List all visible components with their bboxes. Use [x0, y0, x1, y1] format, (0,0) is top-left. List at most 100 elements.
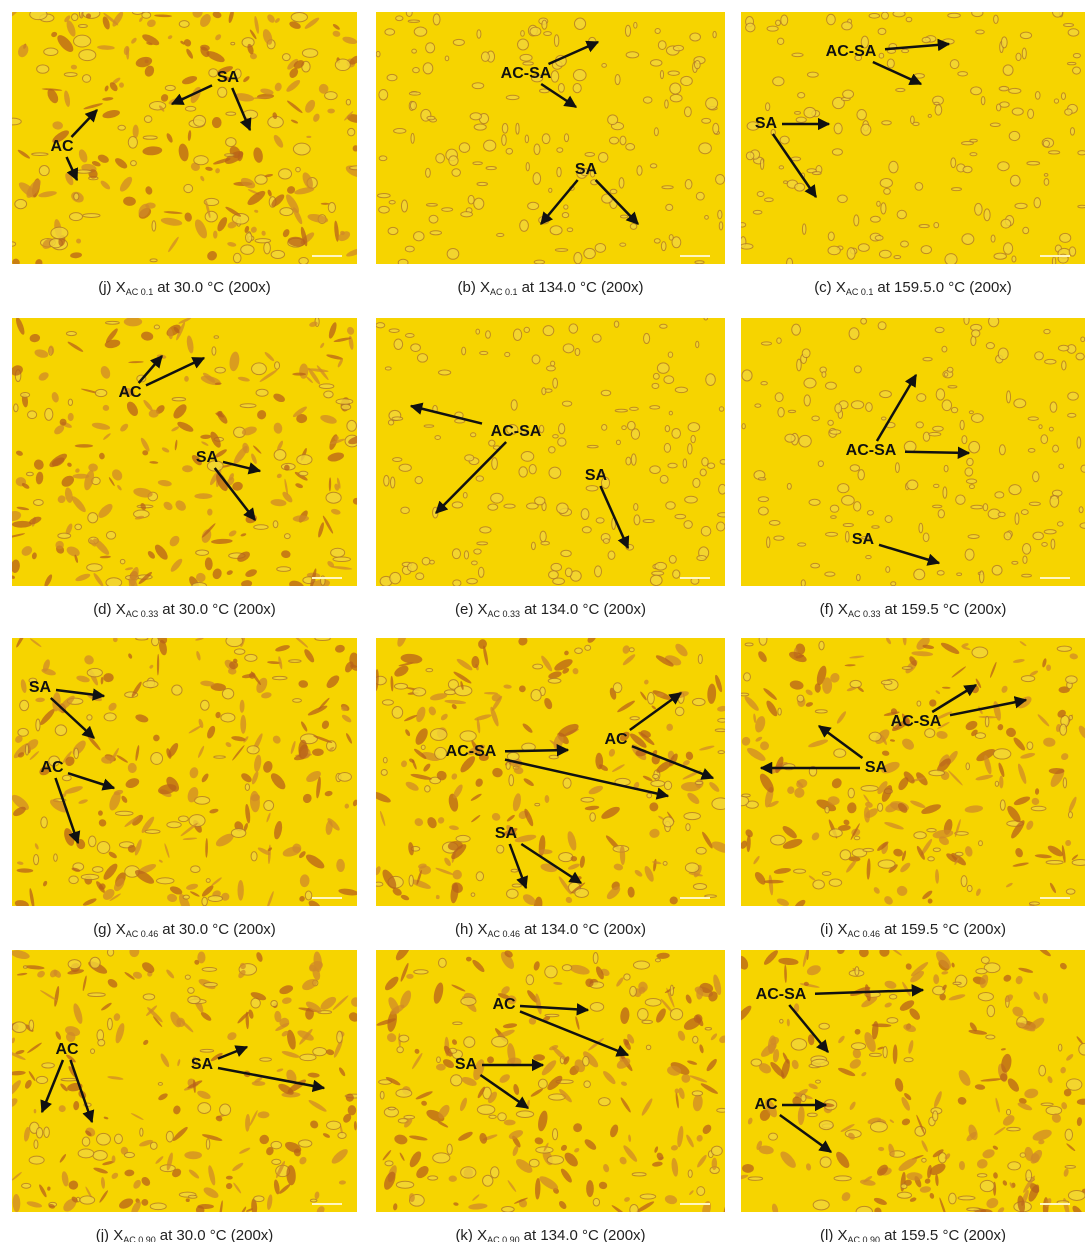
- particle: [792, 1096, 802, 1106]
- particle: [395, 950, 411, 961]
- particle: [307, 367, 321, 385]
- droplet: [80, 873, 100, 881]
- particle: [573, 1123, 583, 1133]
- droplet: [832, 96, 845, 110]
- particle: [104, 85, 109, 92]
- annotation-arrow: [70, 109, 98, 138]
- particle: [611, 1205, 628, 1212]
- droplet: [957, 71, 968, 77]
- particle: [837, 824, 851, 831]
- particle: [327, 452, 345, 462]
- particle: [971, 729, 978, 737]
- droplet: [665, 501, 676, 510]
- droplet: [332, 556, 352, 562]
- droplet: [689, 32, 701, 42]
- droplet: [894, 462, 900, 474]
- droplet: [12, 241, 17, 247]
- particle: [861, 1072, 867, 1077]
- caption-label: (i) X: [820, 921, 848, 938]
- particle: [82, 975, 87, 992]
- droplet: [151, 220, 157, 232]
- annotation-arrow: [814, 984, 925, 997]
- droplet: [541, 133, 551, 145]
- particle: [243, 76, 250, 83]
- droplet: [695, 191, 705, 201]
- droplet: [760, 381, 768, 386]
- particle: [239, 1147, 251, 1154]
- particle: [901, 1097, 910, 1111]
- particle: [166, 748, 172, 759]
- particle: [225, 742, 232, 748]
- droplet: [1057, 1043, 1063, 1052]
- droplet: [580, 508, 590, 521]
- droplet: [425, 668, 434, 673]
- caption-label: (f) X: [820, 601, 848, 618]
- particle: [1066, 1054, 1074, 1061]
- droplet: [855, 1205, 873, 1212]
- droplet: [674, 513, 687, 520]
- droplet: [184, 105, 197, 112]
- droplet: [201, 967, 218, 972]
- particle: [652, 861, 662, 865]
- particle: [795, 654, 805, 659]
- particle: [191, 454, 202, 466]
- particle: [345, 1093, 354, 1102]
- droplet: [791, 52, 804, 58]
- particle: [437, 1121, 449, 1128]
- particle: [117, 485, 122, 491]
- droplet: [647, 691, 655, 705]
- particle: [400, 894, 410, 901]
- annotation-arrow: [479, 1073, 530, 1110]
- particle: [638, 986, 646, 994]
- particle: [29, 751, 40, 760]
- particle: [99, 452, 105, 460]
- droplet: [281, 53, 291, 62]
- particle: [435, 894, 440, 900]
- particle: [200, 175, 205, 182]
- particle: [161, 447, 170, 453]
- particle: [1051, 1113, 1061, 1123]
- caption-label: (e) X: [455, 601, 488, 618]
- droplet: [589, 168, 596, 178]
- particle: [229, 351, 240, 372]
- particle: [392, 887, 402, 896]
- particle: [320, 996, 337, 1010]
- micrograph-bg: [741, 12, 1085, 264]
- droplet: [444, 55, 450, 62]
- droplet: [491, 457, 498, 470]
- caption-rest: at 134.0 °C (200x): [524, 601, 646, 618]
- particle: [702, 831, 713, 849]
- droplet: [435, 153, 445, 164]
- particle: [292, 207, 303, 225]
- particle: [696, 1134, 703, 1142]
- particle: [921, 804, 941, 815]
- droplet: [696, 1186, 706, 1197]
- particle: [167, 328, 173, 340]
- droplet: [774, 392, 784, 403]
- caption: (j) XAC 0.1 at 30.0 °C (200x): [98, 279, 271, 297]
- droplet: [834, 403, 843, 414]
- particle: [980, 1078, 1002, 1082]
- particle: [919, 1186, 932, 1193]
- particle: [640, 691, 647, 701]
- particle: [468, 1203, 488, 1210]
- droplet: [793, 868, 807, 874]
- droplet: [690, 434, 696, 444]
- droplet: [544, 1013, 560, 1018]
- particle: [791, 1059, 799, 1070]
- droplet: [757, 496, 770, 503]
- droplet: [704, 894, 718, 898]
- droplet: [861, 535, 871, 540]
- particle: [755, 736, 763, 742]
- particle: [1049, 882, 1056, 894]
- particle: [93, 572, 104, 586]
- particle: [346, 733, 353, 744]
- particle: [687, 1060, 698, 1065]
- particle: [347, 1105, 357, 1116]
- droplet: [885, 566, 891, 573]
- particle: [423, 763, 431, 772]
- particle: [135, 714, 149, 723]
- particle: [200, 434, 212, 439]
- annotation-arrow: [817, 724, 864, 760]
- droplet: [818, 1120, 834, 1131]
